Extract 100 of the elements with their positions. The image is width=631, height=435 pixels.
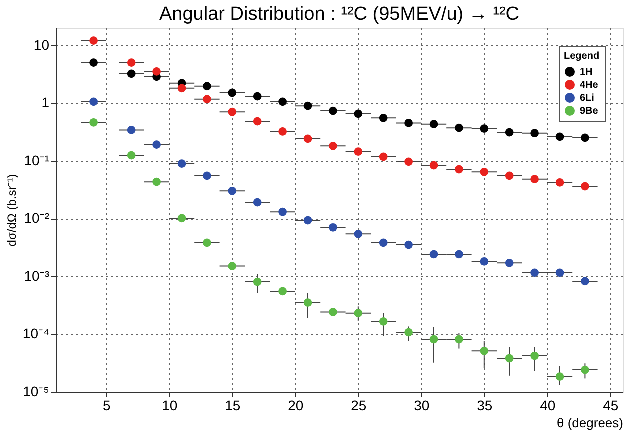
point xyxy=(304,102,312,110)
point xyxy=(556,132,564,142)
point xyxy=(278,287,287,296)
point xyxy=(556,178,564,187)
point xyxy=(304,134,312,144)
point xyxy=(228,186,237,196)
x-axis-title: θ (degrees) xyxy=(557,416,624,430)
point xyxy=(253,198,262,207)
point xyxy=(90,36,98,45)
point xyxy=(404,240,413,250)
point xyxy=(278,208,287,216)
x-tick-label: 40 xyxy=(540,398,556,414)
y-tick-label: 10⁻² xyxy=(24,210,50,226)
point xyxy=(581,366,590,374)
point xyxy=(455,250,464,259)
point xyxy=(354,110,363,118)
point xyxy=(90,58,98,67)
point xyxy=(253,117,262,126)
point xyxy=(480,346,489,356)
point xyxy=(203,95,212,104)
point xyxy=(178,84,186,93)
point xyxy=(530,129,539,138)
point xyxy=(480,168,489,176)
point xyxy=(152,178,161,186)
y-axis-title: dσ/dΩ (b.sr⁻¹) xyxy=(4,174,19,247)
legend-label: 9Be xyxy=(580,106,599,117)
point xyxy=(480,124,489,133)
legend-label: 4He xyxy=(580,80,599,91)
y-tick-label: 10⁻³ xyxy=(24,268,50,284)
point xyxy=(505,128,514,137)
point xyxy=(379,152,388,162)
point xyxy=(379,317,388,326)
point xyxy=(530,352,539,360)
point xyxy=(354,230,363,238)
point xyxy=(581,134,590,142)
y-tick-label: 10⁻¹ xyxy=(24,152,50,168)
point xyxy=(228,88,237,98)
point xyxy=(152,68,161,76)
y-tick-label: 10⁻⁵ xyxy=(23,384,50,400)
point xyxy=(505,172,514,180)
point xyxy=(329,308,338,316)
x-tick-label: 30 xyxy=(414,398,430,414)
point xyxy=(455,124,464,132)
point xyxy=(455,335,464,344)
x-tick-label: 15 xyxy=(225,398,241,414)
point xyxy=(127,151,136,160)
point xyxy=(329,106,338,116)
x-tick-label: 35 xyxy=(477,398,493,414)
point xyxy=(127,126,136,134)
x-tick-label: 25 xyxy=(351,398,367,414)
legend-label: 6Li xyxy=(580,93,595,104)
point xyxy=(329,142,338,150)
point xyxy=(203,238,212,248)
point xyxy=(228,108,237,116)
point xyxy=(379,238,388,248)
point xyxy=(203,82,212,91)
point xyxy=(127,58,136,67)
chart-title: Angular Distribution : ¹²C (95MEV/u) → ¹²C xyxy=(159,4,520,25)
point xyxy=(152,140,161,149)
y-tick-label: 10 xyxy=(34,36,50,53)
x-tick-label: 10 xyxy=(162,398,178,414)
point xyxy=(90,118,98,127)
point xyxy=(430,250,438,259)
y-tick-label: 1 xyxy=(42,94,50,111)
point xyxy=(178,160,186,168)
point xyxy=(430,161,438,170)
point xyxy=(329,223,338,232)
point xyxy=(404,158,413,166)
point xyxy=(253,92,262,101)
point xyxy=(178,214,186,223)
point xyxy=(90,98,98,106)
point xyxy=(530,268,539,278)
x-tick-label: 5 xyxy=(103,398,111,414)
point xyxy=(253,278,262,286)
x-tick-label: 20 xyxy=(288,398,304,414)
point xyxy=(530,175,539,184)
point xyxy=(505,354,514,363)
point xyxy=(278,98,287,106)
point xyxy=(127,70,136,78)
x-tick-label: 45 xyxy=(603,398,619,414)
point xyxy=(430,120,438,129)
point xyxy=(304,216,312,225)
point xyxy=(354,309,363,318)
point xyxy=(379,114,388,122)
point xyxy=(556,372,564,382)
point xyxy=(455,165,464,174)
point xyxy=(354,148,363,156)
point xyxy=(556,268,564,278)
point xyxy=(304,298,312,307)
point xyxy=(203,172,212,180)
point xyxy=(404,119,413,128)
point xyxy=(480,258,489,266)
point xyxy=(581,277,590,286)
legend-label: 1H xyxy=(580,67,593,78)
point xyxy=(505,258,514,268)
legend-title: Legend xyxy=(564,51,600,62)
point xyxy=(581,182,590,191)
point xyxy=(404,328,413,337)
point xyxy=(278,128,287,136)
y-tick-label: 10⁻⁴ xyxy=(22,326,50,342)
